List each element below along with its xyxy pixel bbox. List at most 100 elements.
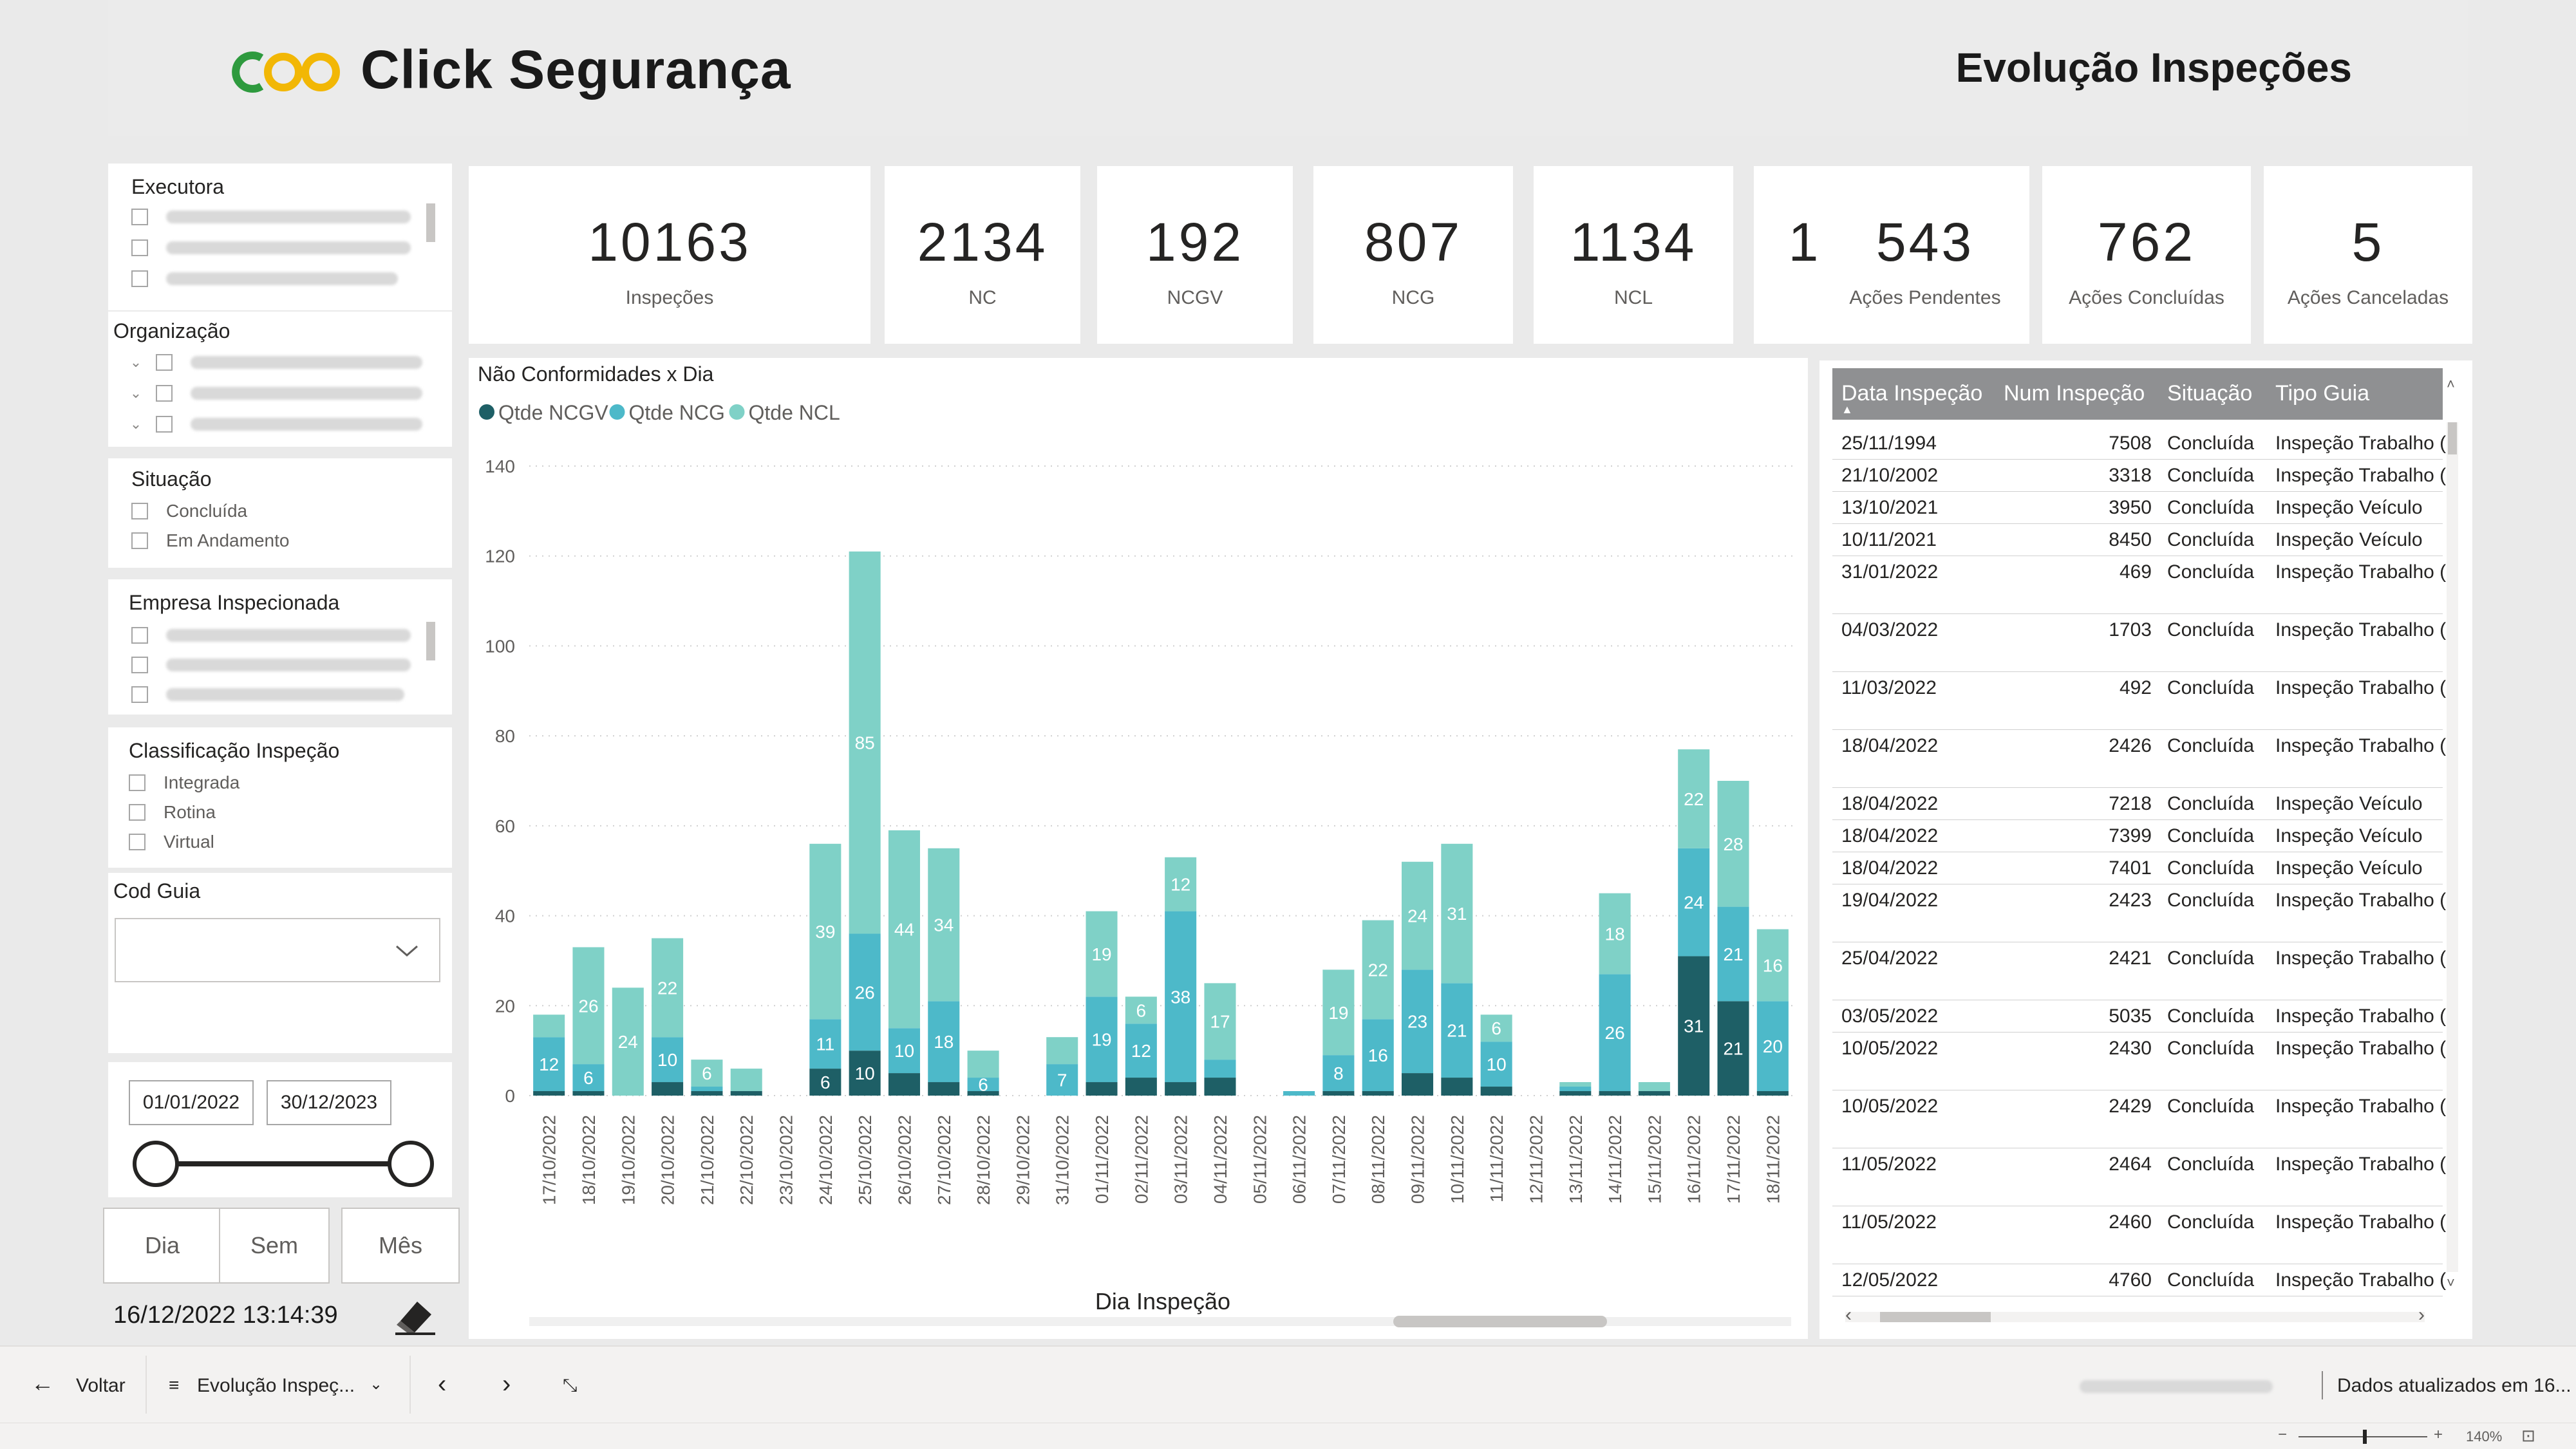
table-row[interactable]: 11/03/2022 492 Concluída Inspeção Trabalho … (1832, 672, 2446, 730)
previous-page-icon[interactable]: ‹ (438, 1370, 447, 1398)
bar-segment[interactable] (1086, 1082, 1118, 1096)
table-row[interactable]: 25/04/2022 2421 Concluída Inspeção Trabalho… (1832, 942, 2446, 1000)
bar-segment[interactable] (1165, 857, 1197, 911)
bar-segment[interactable] (1204, 983, 1236, 1060)
bar-segment[interactable] (1756, 1001, 1789, 1092)
bar-segment[interactable] (809, 843, 841, 1020)
slicer-option-em-andamento[interactable]: Em Andamento (131, 530, 289, 551)
back-arrow-icon[interactable]: ← (31, 1370, 54, 1396)
zoom-out-icon[interactable]: − (2278, 1426, 2288, 1443)
bar-segment[interactable] (1441, 843, 1473, 984)
bar-segment[interactable] (612, 987, 644, 1096)
zoom-slider-handle[interactable] (2363, 1430, 2367, 1444)
date-slider-track[interactable] (155, 1161, 412, 1166)
bar-segment[interactable] (1322, 1091, 1355, 1096)
granularity-day-button[interactable]: Dia (103, 1208, 221, 1284)
table-row[interactable]: 19/04/2022 2423 Concluída Inspeção Trabalho… (1832, 884, 2446, 942)
checkbox[interactable] (131, 686, 148, 703)
bar-segment[interactable] (1402, 861, 1434, 970)
table-row[interactable]: 18/04/2022 7401 Concluída Inspeção Veículo (1832, 852, 2443, 884)
eraser-icon[interactable] (393, 1295, 438, 1336)
scroll-up-icon[interactable]: ˄ (2447, 376, 2455, 392)
page-tab-selector[interactable]: Evolução Inspeç... (197, 1375, 355, 1396)
column-header-data[interactable]: Data Inspeção (1841, 381, 1983, 406)
bar-segment[interactable] (1125, 1024, 1157, 1078)
legend-label[interactable]: Qtde NCGV (498, 401, 608, 424)
bar-segment[interactable] (533, 1037, 565, 1092)
cod-guia-dropdown[interactable] (115, 918, 440, 982)
bar-segment[interactable] (967, 1078, 999, 1092)
chevron-down-icon[interactable]: ⌄ (370, 1376, 383, 1393)
bar-segment[interactable] (1756, 1091, 1789, 1096)
zoom-in-icon[interactable]: + (2434, 1426, 2443, 1443)
table-row[interactable]: 18/04/2022 7218 Concluída Inspeção Veículo (1832, 788, 2443, 820)
bar-segment[interactable] (1441, 1078, 1473, 1096)
bar-segment[interactable] (1480, 1087, 1512, 1096)
slicer-option[interactable]: ⌄ (127, 354, 422, 371)
bar-segment[interactable] (967, 1091, 999, 1096)
bar-segment[interactable] (1125, 996, 1157, 1024)
slicer-option-concluida[interactable]: Concluída (131, 501, 247, 521)
checkbox[interactable] (131, 270, 148, 287)
nc-by-day-chart[interactable]: Não Conformidades x Dia Qtde NCGV Qtde NC… (469, 358, 1808, 1339)
bar-segment[interactable] (1678, 848, 1710, 957)
bar-segment[interactable] (1283, 1091, 1315, 1096)
table-row[interactable]: 18/04/2022 7399 Concluída Inspeção Veículo (1832, 820, 2443, 852)
bar-segment[interactable] (1559, 1082, 1592, 1087)
bar-segment[interactable] (572, 947, 605, 1065)
table-horizontal-scrollbar[interactable] (1845, 1312, 2425, 1322)
page-list-icon[interactable]: ≡ (169, 1375, 180, 1395)
bar-segment[interactable] (1322, 969, 1355, 1056)
column-header-situacao[interactable]: Situação (2167, 381, 2253, 406)
end-date-input[interactable]: 30/12/2023 (267, 1080, 391, 1125)
slicer-option[interactable]: ⌄ (127, 385, 422, 402)
bar-segment[interactable] (1086, 911, 1118, 997)
checkbox[interactable] (131, 239, 148, 256)
bar-segment[interactable] (1441, 983, 1473, 1078)
table-row[interactable]: 10/11/2021 8450 Concluída Inspeção Veículo (1832, 524, 2443, 556)
slicer-option[interactable] (131, 627, 411, 644)
bar-segment[interactable] (730, 1069, 762, 1092)
table-row[interactable]: 11/05/2022 2464 Concluída Inspeção Trabalho… (1832, 1148, 2446, 1206)
bar-segment[interactable] (1756, 929, 1789, 1002)
slicer-option[interactable]: ⌄ (127, 416, 422, 433)
checkbox[interactable] (156, 416, 173, 433)
bar-segment[interactable] (691, 1091, 723, 1096)
bar-segment[interactable] (652, 1037, 684, 1083)
slicer-option[interactable] (131, 270, 398, 287)
scroll-down-icon[interactable]: ˅ (2447, 1275, 2455, 1291)
sort-ascending-icon[interactable]: ▲ (1841, 403, 1853, 416)
bar-segment[interactable] (1362, 920, 1394, 1020)
bar-segment[interactable] (849, 1051, 881, 1096)
column-header-tipo[interactable]: Tipo Guia (2275, 381, 2370, 406)
scroll-right-icon[interactable]: › (2418, 1304, 2425, 1325)
bar-segment[interactable] (1480, 1014, 1512, 1042)
table-row[interactable]: 25/11/1994 7508 Concluída Inspeção Trabalho… (1832, 427, 2446, 460)
bar-segment[interactable] (652, 938, 684, 1038)
table-row[interactable]: 11/05/2022 2460 Concluída Inspeção Trabalho… (1832, 1206, 2446, 1264)
bar-segment[interactable] (1204, 1078, 1236, 1096)
checkbox[interactable] (131, 627, 148, 644)
bar-segment[interactable] (1362, 1019, 1394, 1092)
slicer-option-virtual[interactable]: Virtual (129, 832, 214, 852)
table-row[interactable]: 21/10/2002 3318 Concluída Inspeção Trabalho… (1832, 460, 2446, 492)
table-row[interactable]: 03/05/2022 5035 Concluída Inspeção Trabalho… (1832, 1000, 2446, 1033)
slicer-option[interactable] (131, 686, 404, 703)
checkbox[interactable] (131, 657, 148, 673)
slicer-option[interactable] (131, 239, 411, 256)
bar-segment[interactable] (1599, 1091, 1631, 1096)
legend-label[interactable]: Qtde NCL (749, 401, 840, 424)
bar-segment[interactable] (533, 1014, 565, 1038)
bar-segment[interactable] (1638, 1082, 1670, 1092)
legend-label[interactable]: Qtde NCG (629, 401, 725, 424)
checkbox[interactable] (131, 503, 148, 519)
chart-bars[interactable]: 12 6 26 24 10 22 6 6 11 39 10 26 85 10 44 18 34 6 7 19 19 12 6… (533, 551, 1789, 1096)
bar-segment[interactable] (691, 1060, 723, 1087)
bar-segment[interactable] (1717, 906, 1749, 1002)
bar-segment[interactable] (1678, 956, 1710, 1096)
bar-segment[interactable] (1402, 1073, 1434, 1096)
bar-segment[interactable] (1125, 1078, 1157, 1096)
bar-segment[interactable] (1362, 1091, 1394, 1096)
date-slider-start-handle[interactable] (133, 1141, 179, 1187)
next-page-icon[interactable]: › (502, 1370, 511, 1398)
